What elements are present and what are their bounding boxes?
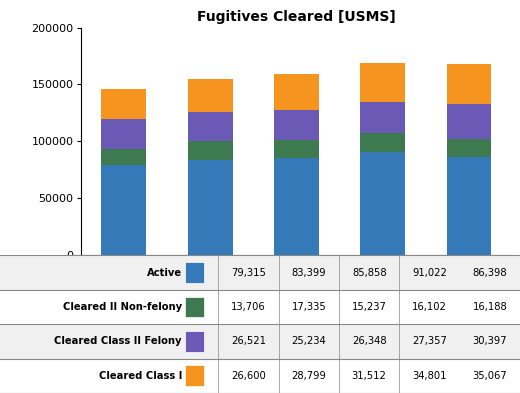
Bar bbox=[447, 157, 491, 255]
Text: 17,335: 17,335 bbox=[292, 302, 326, 312]
Text: 31,512: 31,512 bbox=[352, 371, 387, 381]
Text: Active: Active bbox=[147, 268, 182, 277]
Bar bbox=[447, 104, 491, 139]
Text: 28,799: 28,799 bbox=[291, 371, 327, 381]
Bar bbox=[185, 331, 204, 352]
Text: 91,022: 91,022 bbox=[412, 268, 447, 277]
Title: Fugitives Cleared [USMS]: Fugitives Cleared [USMS] bbox=[197, 9, 396, 24]
Bar bbox=[274, 140, 319, 158]
Bar bbox=[360, 102, 405, 133]
Text: 85,858: 85,858 bbox=[352, 268, 386, 277]
Bar bbox=[0, 255, 520, 290]
Text: 13,706: 13,706 bbox=[231, 302, 266, 312]
Bar bbox=[0, 358, 520, 393]
Text: 86,398: 86,398 bbox=[473, 268, 507, 277]
Bar bbox=[0, 290, 520, 324]
Bar bbox=[185, 297, 204, 318]
Text: 83,399: 83,399 bbox=[292, 268, 326, 277]
Bar bbox=[101, 165, 146, 255]
Text: 25,234: 25,234 bbox=[292, 336, 326, 346]
Bar bbox=[0, 324, 520, 358]
Bar bbox=[274, 74, 319, 110]
Text: 26,348: 26,348 bbox=[352, 336, 386, 346]
Bar bbox=[360, 152, 405, 255]
Bar bbox=[274, 158, 319, 255]
Bar bbox=[101, 149, 146, 165]
Bar bbox=[101, 89, 146, 119]
Text: Cleared Class II Felony: Cleared Class II Felony bbox=[55, 336, 182, 346]
Text: 79,315: 79,315 bbox=[231, 268, 266, 277]
Text: 15,237: 15,237 bbox=[352, 302, 387, 312]
Bar bbox=[188, 79, 232, 112]
Bar bbox=[274, 110, 319, 140]
Text: 16,188: 16,188 bbox=[473, 302, 507, 312]
Bar bbox=[447, 139, 491, 157]
Bar bbox=[360, 62, 405, 102]
Bar bbox=[101, 119, 146, 149]
Text: 26,600: 26,600 bbox=[231, 371, 266, 381]
Bar bbox=[188, 141, 232, 160]
Text: 35,067: 35,067 bbox=[473, 371, 507, 381]
Text: 27,357: 27,357 bbox=[412, 336, 447, 346]
Text: Cleared II Non-felony: Cleared II Non-felony bbox=[63, 302, 182, 312]
Text: Cleared Class I: Cleared Class I bbox=[99, 371, 182, 381]
Text: 16,102: 16,102 bbox=[412, 302, 447, 312]
Bar bbox=[447, 64, 491, 104]
Text: 30,397: 30,397 bbox=[473, 336, 507, 346]
Bar bbox=[188, 112, 232, 141]
Bar bbox=[188, 160, 232, 255]
Bar bbox=[360, 133, 405, 152]
Text: 26,521: 26,521 bbox=[231, 336, 266, 346]
Bar bbox=[185, 263, 204, 283]
Bar bbox=[185, 365, 204, 386]
Text: 34,801: 34,801 bbox=[412, 371, 447, 381]
